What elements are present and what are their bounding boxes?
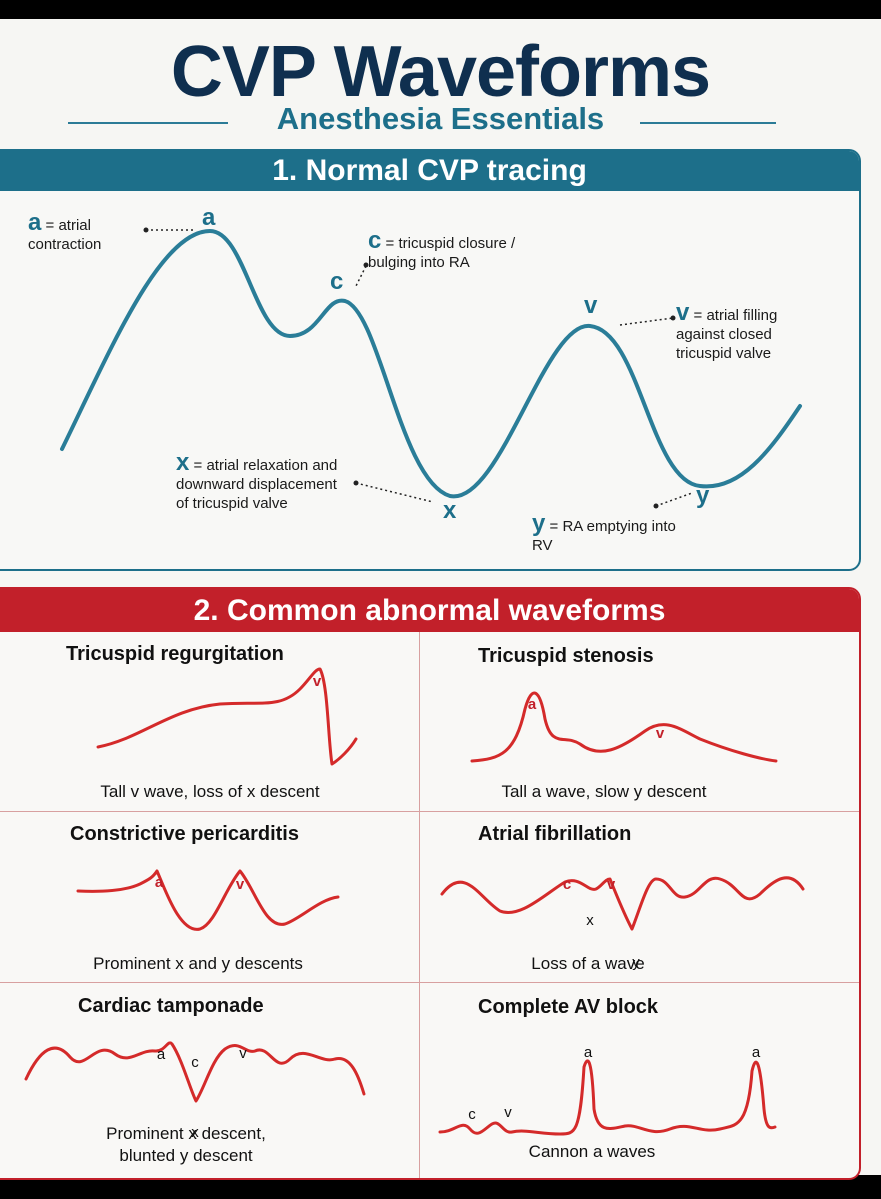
grid-divider-vertical	[419, 632, 420, 1178]
leader-v	[619, 317, 674, 326]
note-y-letter: y	[532, 510, 546, 537]
af-label-x: x	[586, 912, 594, 929]
avb-label-c: c	[468, 1106, 476, 1123]
note-x-text: = atrial relaxation and downward displac…	[176, 457, 338, 512]
complete-av-block-waveform	[438, 1059, 777, 1136]
note-v-text: = atrial filling against closed tricuspi…	[676, 307, 778, 362]
note-x-letter: x	[176, 449, 190, 476]
note-c-letter: c	[368, 227, 382, 254]
leader-y-dot	[653, 503, 659, 509]
wave-letter-x: x	[443, 497, 457, 524]
normal-cvp-waveform	[60, 228, 802, 499]
leader-a-dot	[143, 227, 149, 233]
note-x: x = atrial relaxation and downward displ…	[176, 451, 346, 513]
ts-label-a: a	[528, 696, 537, 713]
complete-av-block-caption: Cannon a waves	[528, 1142, 656, 1161]
note-a-letter: a	[28, 209, 42, 236]
cp-label-v: v	[236, 876, 245, 893]
cardiac-tamponade-waveform	[24, 1041, 366, 1103]
ct-label-a: a	[157, 1046, 166, 1063]
normal-cvp-diagram	[60, 227, 802, 509]
tricuspid-stenosis-caption: Tall a wave, slow y descent	[501, 782, 707, 801]
leader-c	[354, 265, 367, 289]
subtitle-rule-right	[640, 122, 776, 124]
note-c-text: = tricuspid closure / bulging into RA	[368, 235, 516, 271]
normal-tracing-heading: 1. Normal CVP tracing	[0, 151, 859, 191]
tricuspid-regurgitation-title: Tricuspid regurgitation	[66, 643, 284, 665]
avb-label-v: v	[504, 1104, 512, 1121]
abnormal-waveforms-heading: 2. Common abnormal waveforms	[0, 589, 859, 632]
avb-label-a2: a	[752, 1044, 761, 1061]
normal-tracing-panel: 1. Normal CVP tracing a c v x y a = atri…	[0, 149, 861, 571]
leader-x-dot	[353, 480, 359, 486]
note-c: c = tricuspid closure / bulging into RA	[368, 229, 558, 272]
complete-av-block-title: Complete AV block	[478, 996, 659, 1018]
ct-label-x: x	[191, 1124, 199, 1141]
wave-letter-v: v	[584, 292, 598, 319]
wave-letter-c: c	[330, 268, 344, 295]
wave-letter-y: y	[696, 482, 710, 509]
constrictive-pericarditis-title: Constrictive pericarditis	[70, 823, 299, 845]
leader-c-dot	[363, 262, 369, 268]
ct-label-c: c	[191, 1054, 199, 1071]
abnormal-wave-labels-dark: x y a c v x a a c v	[157, 912, 761, 1141]
ct-label-v: v	[239, 1045, 247, 1062]
leader-y	[655, 492, 693, 507]
note-a: a = atrial contraction	[28, 211, 148, 254]
grid-divider-row2	[0, 982, 859, 983]
af-label-c: c	[563, 876, 571, 893]
note-v: v = atrial filling against closed tricus…	[676, 301, 826, 363]
atrial-fibrillation-waveform	[440, 876, 805, 931]
abnormal-waveforms-diagram: v a v a v c v x y a c v x a a c v	[24, 667, 805, 1141]
af-label-v: v	[607, 876, 616, 893]
wave-letter-a: a	[202, 204, 216, 231]
atrial-fibrillation-title: Atrial fibrillation	[478, 823, 632, 845]
tr-label-v: v	[313, 673, 322, 690]
cp-label-a: a	[155, 874, 164, 891]
cardiac-tamponade-caption-2: blunted y descent	[119, 1146, 253, 1165]
page-title: CVP Waveforms	[170, 32, 711, 112]
atrial-fibrillation-caption: Loss of a wave	[531, 954, 645, 973]
note-y: y = RA emptying into RV	[532, 512, 682, 555]
tricuspid-stenosis-waveform	[470, 691, 778, 763]
leader-x	[355, 482, 434, 503]
af-label-y: y	[632, 954, 640, 971]
abnormal-waveforms-panel: 2. Common abnormal waveforms Tricuspid r…	[0, 587, 861, 1180]
tricuspid-regurgitation-caption: Tall v wave, loss of x descent	[100, 782, 320, 801]
note-v-letter: v	[676, 299, 690, 326]
avb-label-a1: a	[584, 1044, 593, 1061]
constrictive-pericarditis-waveform	[76, 869, 340, 931]
abnormal-wave-labels: v a v a v c v	[155, 673, 665, 893]
constrictive-pericarditis-caption: Prominent x and y descents	[93, 954, 303, 973]
cardiac-tamponade-title: Cardiac tamponade	[78, 995, 264, 1017]
infographic-page: CVP Waveforms Anesthesia Essentials 1. N…	[0, 19, 881, 1180]
page-subtitle: Anesthesia Essentials	[276, 101, 605, 136]
note-a-text: = atrial contraction	[28, 217, 102, 253]
subtitle-rule-left	[68, 122, 228, 124]
tricuspid-regurgitation-waveform	[96, 667, 358, 766]
note-y-text: = RA emptying into RV	[532, 518, 676, 554]
leader-v-dot	[670, 315, 676, 321]
tricuspid-stenosis-title: Tricuspid stenosis	[478, 645, 654, 667]
cardiac-tamponade-caption-1: Prominent x descent,	[106, 1124, 266, 1143]
ts-label-v: v	[656, 725, 665, 742]
grid-divider-row1	[0, 811, 859, 812]
